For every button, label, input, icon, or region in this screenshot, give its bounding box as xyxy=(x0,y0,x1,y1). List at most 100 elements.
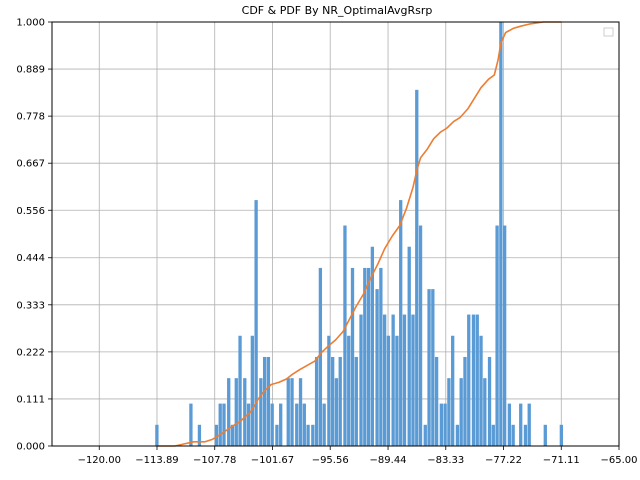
pdf-bar xyxy=(363,267,367,446)
pdf-bar xyxy=(155,424,159,446)
pdf-bar xyxy=(366,267,371,446)
pdf-bar xyxy=(290,378,294,446)
pdf-bar xyxy=(370,246,375,446)
pdf-bar xyxy=(391,314,395,446)
pdf-bar xyxy=(463,356,467,446)
pdf-bar xyxy=(218,403,222,446)
pdf-bar xyxy=(327,335,331,446)
x-tick-label: −65.00 xyxy=(600,455,637,466)
pdf-bar xyxy=(275,424,279,446)
pdf-bar xyxy=(254,200,258,446)
pdf-bar xyxy=(322,403,326,446)
pdf-bar xyxy=(314,356,319,446)
pdf-bar xyxy=(471,314,476,446)
cdf-line xyxy=(156,21,562,447)
pdf-bar xyxy=(259,378,263,446)
pdf-bar xyxy=(479,335,483,446)
pdf-bar xyxy=(495,225,499,446)
x-tick-label: −120.00 xyxy=(78,455,121,466)
pdf-bars xyxy=(155,22,564,446)
pdf-bar xyxy=(375,289,379,446)
pdf-bar xyxy=(298,378,303,446)
pdf-bar xyxy=(238,335,242,446)
x-tick-label: −95.56 xyxy=(312,455,349,466)
pdf-bar xyxy=(418,225,423,446)
cdf-line-layer xyxy=(156,21,562,447)
pdf-bar xyxy=(286,378,290,446)
x-tick-label: −83.33 xyxy=(427,455,464,466)
pdf-bar xyxy=(423,424,427,446)
pdf-bar xyxy=(359,314,363,446)
pdf-bar xyxy=(431,289,435,446)
pdf-bar xyxy=(503,225,507,446)
pdf-bar xyxy=(519,403,523,446)
x-tick-label: −77.22 xyxy=(485,455,522,466)
pdf-bar xyxy=(543,424,547,446)
pdf-bar xyxy=(386,335,391,446)
pdf-bar xyxy=(189,403,193,446)
pdf-bar xyxy=(302,403,306,446)
pdf-bar xyxy=(338,356,342,446)
pdf-bar xyxy=(334,378,339,446)
pdf-bar xyxy=(427,289,431,446)
plot-frame xyxy=(51,21,620,447)
pdf-bar xyxy=(395,335,399,446)
y-tick-label: 0.111 xyxy=(16,394,45,405)
pdf-bar xyxy=(399,200,403,446)
y-tick-label: 0.889 xyxy=(16,65,45,76)
pdf-bar xyxy=(246,403,251,446)
pdf-bar xyxy=(559,424,564,446)
pdf-bar xyxy=(475,314,479,446)
pdf-bar xyxy=(214,424,219,446)
pdf-bar xyxy=(411,314,415,446)
y-tick-label: 0.000 xyxy=(16,442,45,453)
pdf-bar xyxy=(511,424,515,446)
y-tick-label: 0.444 xyxy=(16,253,45,264)
y-axis-ticks: 0.000 0.111 0.222 0.333 0.444 0.556 0.667 0.778… xyxy=(16,18,52,453)
pdf-bar xyxy=(318,267,323,446)
pdf-bar xyxy=(523,424,528,446)
pdf-bar xyxy=(230,424,235,446)
x-axis-ticks: −120.00 −113.89 −107.78 −101.67 −95.56 −89.44… xyxy=(78,446,638,466)
x-tick-label: −71.11 xyxy=(543,455,580,466)
x-tick-label: −101.67 xyxy=(251,455,294,466)
pdf-bar xyxy=(266,356,271,446)
y-tick-label: 0.556 xyxy=(16,206,45,217)
pdf-bar xyxy=(499,22,503,446)
pdf-bar xyxy=(306,424,310,446)
pdf-bar xyxy=(222,403,226,446)
pdf-bar xyxy=(270,403,274,446)
pdf-bar xyxy=(227,378,231,446)
x-tick-label: −89.44 xyxy=(370,455,407,466)
pdf-bar xyxy=(382,314,387,446)
y-tick-label: 0.222 xyxy=(16,347,45,358)
pdf-bar xyxy=(295,403,299,446)
pdf-bar xyxy=(455,424,460,446)
pdf-bar xyxy=(434,356,439,446)
chart-title: CDF & PDF By NR_OptimalAvgRsrp xyxy=(242,4,433,17)
pdf-bar xyxy=(487,356,492,446)
pdf-bar xyxy=(527,403,531,446)
x-tick-label: −113.89 xyxy=(135,455,178,466)
pdf-bar xyxy=(451,335,455,446)
y-tick-label: 0.667 xyxy=(16,159,45,170)
pdf-bar xyxy=(343,225,347,446)
pdf-bar xyxy=(350,267,355,446)
pdf-bar xyxy=(459,378,463,446)
pdf-bar xyxy=(439,403,443,446)
pdf-bar xyxy=(250,335,254,446)
pdf-bar xyxy=(311,424,315,446)
pdf-bar xyxy=(262,356,267,446)
pdf-bar xyxy=(347,335,351,446)
pdf-bar xyxy=(354,356,358,446)
legend-box xyxy=(603,27,614,37)
pdf-bar xyxy=(234,378,238,446)
pdf-bar xyxy=(443,403,447,446)
pdf-bar xyxy=(331,356,335,446)
pdf-bar xyxy=(279,403,283,446)
y-tick-label: 1.000 xyxy=(16,18,45,29)
pdf-bar xyxy=(491,424,495,446)
pdf-bar xyxy=(407,246,411,446)
pdf-bar xyxy=(197,424,202,446)
